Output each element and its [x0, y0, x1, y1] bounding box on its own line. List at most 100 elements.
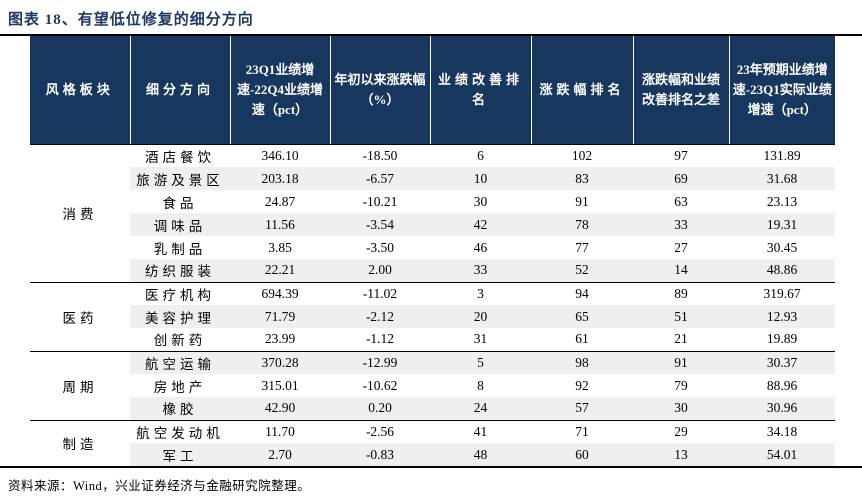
cell-improve-rank: 33: [430, 259, 531, 282]
cell-rank-diff: 97: [633, 144, 729, 167]
cell-expected-growth: 88.96: [729, 374, 835, 397]
table-row: 制造 航空发动机 11.70 -2.56 41 71 29 34.18: [30, 419, 835, 466]
cell-growth-diff: 11.56: [230, 213, 330, 236]
cell-expected-growth: 131.89: [729, 144, 835, 167]
cell-ytd-change: -0.83: [330, 443, 430, 466]
col-header-style-sector: 风格板块: [30, 36, 130, 145]
cell-rank-diff: 27: [633, 236, 729, 259]
cell-expected-growth: 30.45: [729, 236, 835, 259]
table-header: 风格板块 细分方向 23Q1业绩增速-22Q4业绩增速（pct） 年初以来涨跌幅…: [30, 36, 835, 145]
cell-rank-diff: 69: [633, 167, 729, 190]
cell-improve-rank: 20: [430, 305, 531, 328]
cell-improve-rank: 3: [430, 281, 531, 305]
cell-ytd-change: -2.56: [330, 419, 430, 443]
cell-change-rank: 57: [531, 397, 633, 420]
cell-ytd-change: -11.02: [330, 281, 430, 305]
cell-improve-rank: 48: [430, 443, 531, 466]
cell-growth-diff: 370.28: [230, 350, 330, 374]
cell-change-rank: 71: [531, 419, 633, 443]
cell-change-rank: 60: [531, 443, 633, 466]
cell-ytd-change: 0.20: [330, 397, 430, 420]
table-row: 军工 2.70 -0.83 48 60 13 54.01: [30, 443, 835, 466]
cell-ytd-change: -3.50: [330, 236, 430, 259]
table-row: 美容护理 71.79 -2.12 20 65 51 12.93: [30, 305, 835, 328]
cell-improve-rank: 42: [430, 213, 531, 236]
cell-growth-diff: 2.70: [230, 443, 330, 466]
cell-subsector: 酒店餐饮: [130, 144, 230, 167]
cell-subsector: 橡胶: [130, 397, 230, 420]
cell-expected-growth: 12.93: [729, 305, 835, 328]
cell-subsector: 纺织服装: [130, 259, 230, 282]
cell-change-rank: 94: [531, 281, 633, 305]
cell-improve-rank: 30: [430, 190, 531, 213]
cell-growth-diff: 694.39: [230, 281, 330, 305]
cell-subsector: 乳制品: [130, 236, 230, 259]
cell-change-rank: 91: [531, 190, 633, 213]
cell-rank-diff: 79: [633, 374, 729, 397]
col-header-ytd-change: 年初以来涨跌幅（%）: [329, 36, 430, 145]
cell-improve-rank: 10: [430, 167, 531, 190]
cell-rank-diff: 14: [633, 259, 729, 282]
cell-expected-growth: 54.01: [729, 443, 835, 466]
cell-rank-diff: 51: [633, 305, 729, 328]
cell-expected-growth: 23.13: [729, 190, 835, 213]
cell-change-rank: 83: [531, 167, 633, 190]
source-note: 资料来源：Wind，兴业证券经济与金融研究院整理。: [8, 479, 311, 493]
cell-rank-diff: 21: [633, 328, 729, 351]
cell-subsector: 旅游及景区: [130, 167, 230, 190]
col-header-change-rank: 涨跌幅排名: [530, 36, 633, 145]
cell-rank-diff: 33: [633, 213, 729, 236]
cell-improve-rank: 8: [430, 374, 531, 397]
cell-ytd-change: -18.50: [330, 144, 430, 167]
cell-subsector: 创新药: [130, 328, 230, 351]
group-cell-cyclical: 周期: [30, 350, 130, 420]
cell-change-rank: 77: [531, 236, 633, 259]
cell-change-rank: 52: [531, 259, 633, 282]
bottom-rule: [0, 466, 862, 468]
table-row: 周期 航空运输 370.28 -12.99 5 98 91 30.37: [30, 350, 835, 420]
col-header-improvement-rank: 业绩改善排名: [429, 36, 531, 145]
col-header-sub-direction: 细分方向: [129, 36, 230, 145]
table-row: 食品 24.87 -10.21 30 91 63 23.13: [30, 190, 835, 213]
group-cell-pharma: 医药: [30, 281, 130, 351]
cell-subsector: 美容护理: [130, 305, 230, 328]
cell-expected-growth: 34.18: [729, 419, 835, 443]
cell-improve-rank: 31: [430, 328, 531, 351]
cell-change-rank: 65: [531, 305, 633, 328]
cell-change-rank: 92: [531, 374, 633, 397]
cell-change-rank: 61: [531, 328, 633, 351]
cell-improve-rank: 46: [430, 236, 531, 259]
cell-growth-diff: 203.18: [230, 167, 330, 190]
cell-subsector: 航空发动机: [130, 419, 230, 443]
group-cell-consumption: 消费: [30, 144, 130, 282]
cell-ytd-change: -10.21: [330, 190, 430, 213]
cell-improve-rank: 24: [430, 397, 531, 420]
cell-ytd-change: -2.12: [330, 305, 430, 328]
cell-rank-diff: 89: [633, 281, 729, 305]
cell-expected-growth: 19.31: [729, 213, 835, 236]
table-row: 乳制品 3.85 -3.50 46 77 27 30.45: [30, 236, 835, 259]
cell-expected-growth: 30.37: [729, 350, 835, 374]
cell-expected-growth: 319.67: [729, 281, 835, 305]
cell-ytd-change: -3.54: [330, 213, 430, 236]
cell-subsector: 军工: [130, 443, 230, 466]
cell-rank-diff: 91: [633, 350, 729, 374]
cell-subsector: 调味品: [130, 213, 230, 236]
cell-growth-diff: 71.79: [230, 305, 330, 328]
cell-change-rank: 98: [531, 350, 633, 374]
table-row: 橡胶 42.90 0.20 24 57 30 30.96: [30, 397, 835, 420]
cell-subsector: 食品: [130, 190, 230, 213]
cell-growth-diff: 22.21: [230, 259, 330, 282]
data-table: 风格板块 细分方向 23Q1业绩增速-22Q4业绩增速（pct） 年初以来涨跌幅…: [30, 36, 835, 466]
cell-growth-diff: 11.70: [230, 419, 330, 443]
cell-ytd-change: -1.12: [330, 328, 430, 351]
col-header-23q1-vs-22q4-growth: 23Q1业绩增速-22Q4业绩增速（pct）: [229, 36, 330, 145]
cell-ytd-change: -10.62: [330, 374, 430, 397]
cell-ytd-change: -12.99: [330, 350, 430, 374]
cell-change-rank: 78: [531, 213, 633, 236]
col-header-rank-diff: 涨跌幅和业绩改善排名之差: [632, 36, 729, 145]
cell-expected-growth: 19.89: [729, 328, 835, 351]
table-body: 消费 酒店餐饮 346.10 -18.50 6 102 97 131.89 旅游…: [30, 144, 835, 466]
table-row: 医药 医疗机构 694.39 -11.02 3 94 89 319.67: [30, 281, 835, 351]
